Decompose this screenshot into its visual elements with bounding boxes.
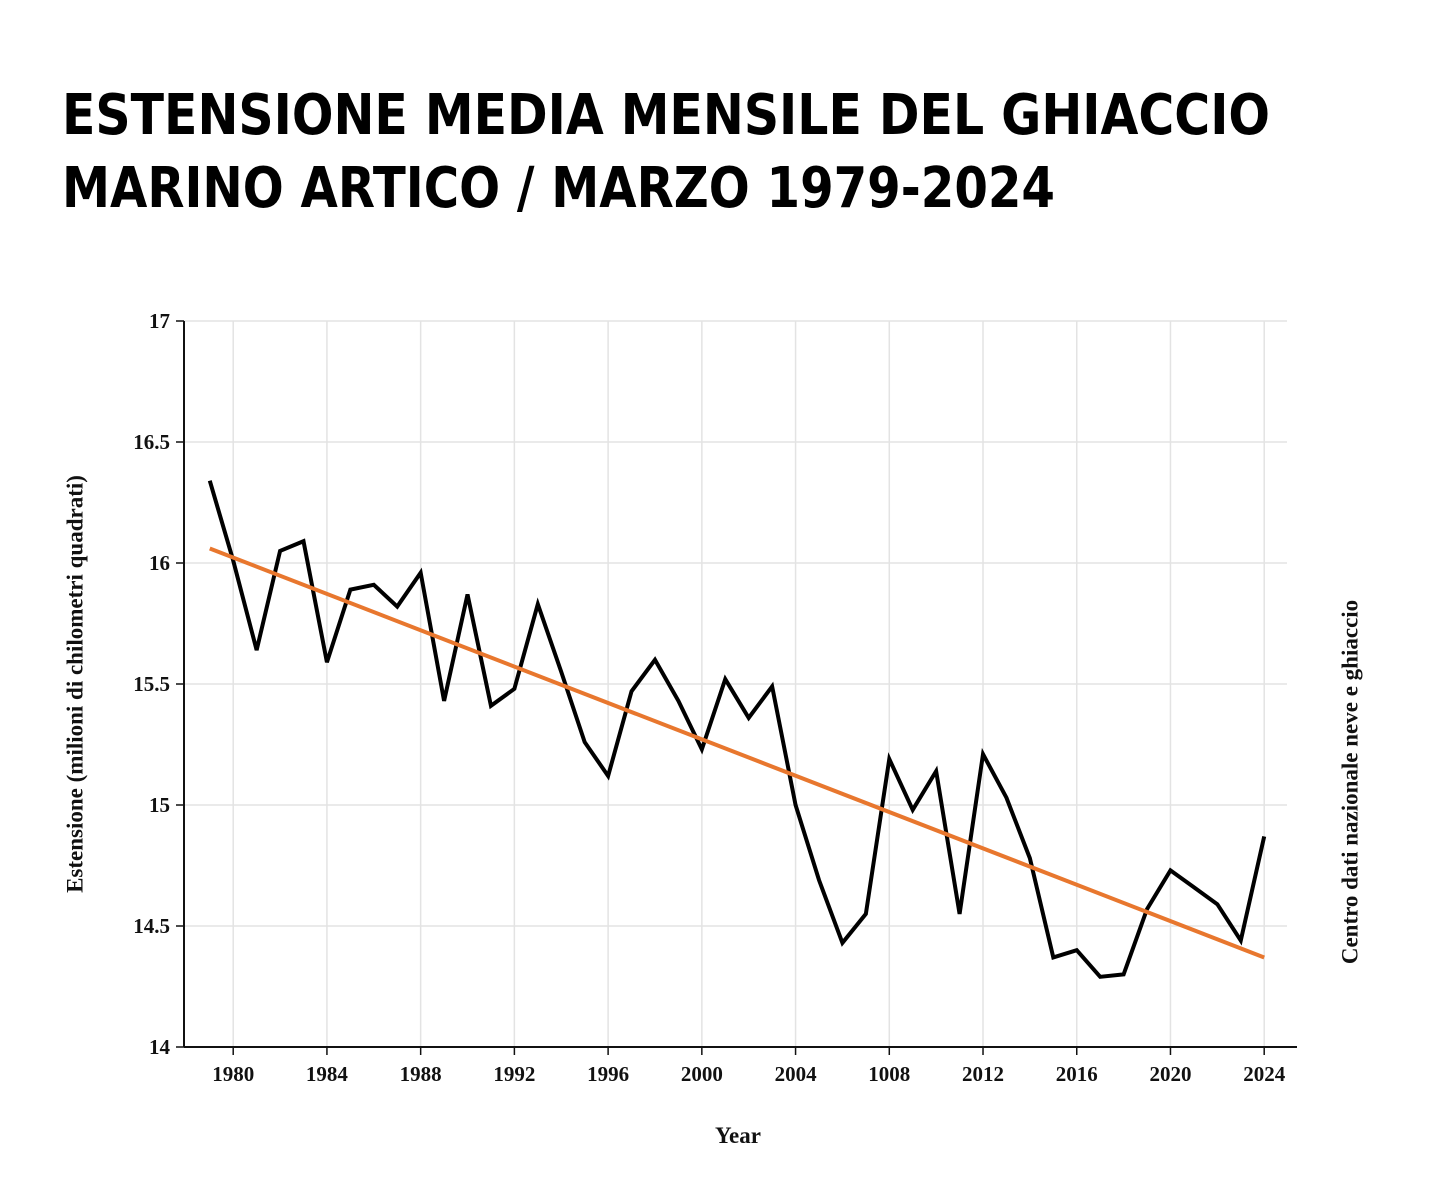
x-tick-label: 1008 xyxy=(868,1062,910,1086)
x-tick-label: 1992 xyxy=(493,1062,535,1086)
y-tick-label: 15 xyxy=(149,793,170,817)
x-axis-label: Year xyxy=(715,1123,761,1148)
x-tick-label: 1980 xyxy=(212,1062,254,1086)
x-tick-label: 1988 xyxy=(400,1062,442,1086)
y-axis-label: Estensione (milioni di chilometri quadra… xyxy=(62,475,87,893)
y-tick-label: 14.5 xyxy=(133,914,170,938)
chart-title: ESTENSIONE MEDIA MENSILE DEL GHIACCIO xyxy=(62,83,1270,148)
x-tick-label: 1996 xyxy=(587,1062,629,1086)
x-tick-label: 2016 xyxy=(1056,1062,1098,1086)
y-tick-label: 16 xyxy=(149,551,170,575)
data-line xyxy=(207,480,1267,979)
x-tick-label: 2020 xyxy=(1149,1062,1191,1086)
trend-line xyxy=(209,546,1265,960)
source-label: Centro dati nazionale neve e ghiaccio xyxy=(1337,600,1362,964)
x-tick-label: 2000 xyxy=(681,1062,723,1086)
x-tick-label: 2004 xyxy=(775,1062,818,1086)
x-tick-label: 1984 xyxy=(306,1062,349,1086)
y-tick-label: 14 xyxy=(149,1035,171,1059)
y-tick-label: 17 xyxy=(149,309,170,333)
chart-title: MARINO ARTICO / MARZO 1979-2024 xyxy=(62,156,1055,221)
x-tick-label: 2024 xyxy=(1243,1062,1286,1086)
x-tick-label: 2012 xyxy=(962,1062,1004,1086)
y-tick-label: 15.5 xyxy=(133,672,170,696)
y-tick-label: 16.5 xyxy=(133,430,170,454)
